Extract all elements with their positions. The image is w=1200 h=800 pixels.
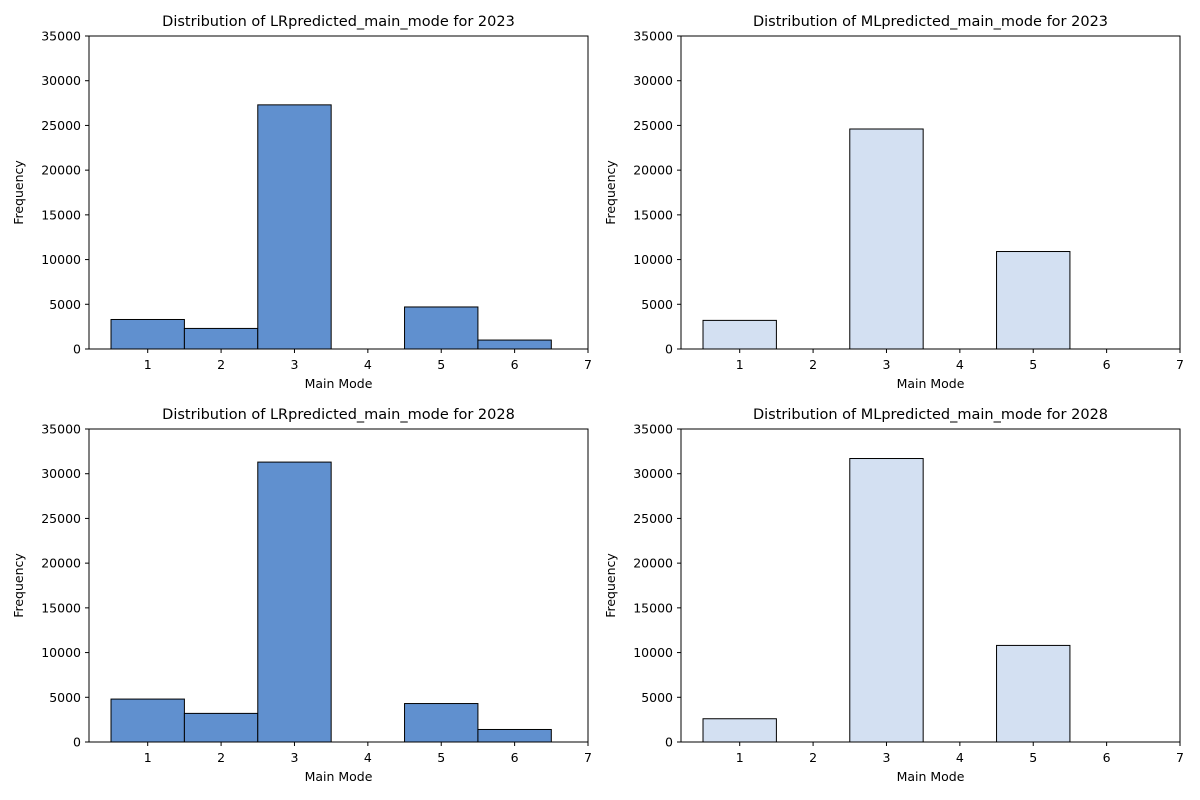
x-tick-label: 2 — [217, 750, 225, 765]
y-tick-label: 0 — [73, 342, 81, 357]
plot-frame — [680, 428, 1181, 743]
y-tick-label: 5000 — [641, 690, 673, 705]
x-axis-label: Main Mode — [305, 769, 373, 784]
y-tick-label: 5000 — [641, 297, 673, 312]
y-tick-label: 30000 — [633, 73, 673, 88]
x-tick-label: 7 — [584, 357, 592, 372]
y-tick-label: 25000 — [633, 118, 673, 133]
y-tick-label: 20000 — [41, 556, 81, 571]
x-axis-label: Main Mode — [897, 769, 965, 784]
chart-panel-2: 1 2 3 4 5 6 7 0 5000 10000 15000 20000 25000 30000 350… — [603, 14, 1184, 391]
y-tick-label: 10000 — [633, 645, 673, 660]
bar-mode-2 — [183, 712, 259, 743]
chart-title: Distribution of MLpredicted_main_mode fo… — [753, 14, 1108, 30]
plot-frame — [680, 35, 1181, 350]
x-tick-label: 3 — [882, 357, 890, 372]
x-tick-label: 2 — [809, 750, 817, 765]
y-tick-label: 30000 — [633, 466, 673, 481]
x-tick-label: 7 — [1176, 750, 1184, 765]
x-tick-label: 3 — [882, 750, 890, 765]
y-axis-label: Frequency — [11, 160, 26, 225]
y-tick-label: 35000 — [633, 29, 673, 44]
x-tick-label: 4 — [364, 750, 372, 765]
y-tick-label: 25000 — [41, 118, 81, 133]
x-tick-label: 5 — [437, 750, 445, 765]
bar-mode-5 — [996, 644, 1071, 743]
chart-title: Distribution of MLpredicted_main_mode fo… — [753, 407, 1108, 423]
x-tick-label: 3 — [290, 750, 298, 765]
x-tick-label: 4 — [956, 750, 964, 765]
x-tick-label: 5 — [437, 357, 445, 372]
plot-frame — [88, 35, 589, 350]
chart-panel-4: 1 2 3 4 5 6 7 0 5000 10000 15000 20000 25000 30000 350… — [603, 407, 1184, 784]
chart-panel-3: 1 2 3 4 5 6 7 0 5000 10000 15000 20000 25000 30000 350… — [11, 407, 592, 784]
bar-mode-5 — [404, 306, 479, 350]
bar-mode-1 — [110, 698, 185, 743]
y-tick-label: 10000 — [41, 252, 81, 267]
x-tick-label: 6 — [511, 357, 519, 372]
y-axis-label: Frequency — [11, 553, 26, 618]
y-tick-label: 10000 — [633, 252, 673, 267]
bar-mode-5 — [996, 251, 1071, 350]
y-tick-label: 35000 — [41, 422, 81, 437]
y-tick-label: 5000 — [49, 297, 81, 312]
x-tick-label: 1 — [736, 357, 744, 372]
x-tick-label: 4 — [364, 357, 372, 372]
bar-mode-5 — [404, 703, 479, 743]
y-tick-label: 20000 — [633, 163, 673, 178]
y-tick-label: 25000 — [633, 511, 673, 526]
x-tick-label: 1 — [144, 357, 152, 372]
bar-mode-6 — [477, 339, 552, 350]
x-tick-label: 6 — [511, 750, 519, 765]
bar-mode-3 — [849, 458, 924, 743]
bar-mode-1 — [110, 318, 185, 350]
x-tick-label: 2 — [217, 357, 225, 372]
y-tick-label: 25000 — [41, 511, 81, 526]
chart-title: Distribution of LRpredicted_main_mode fo… — [162, 14, 515, 30]
y-tick-label: 5000 — [49, 690, 81, 705]
plot-frame — [88, 428, 589, 743]
x-tick-label: 7 — [584, 750, 592, 765]
y-tick-label: 30000 — [41, 73, 81, 88]
x-tick-label: 6 — [1103, 750, 1111, 765]
bar-mode-3 — [257, 104, 332, 350]
y-tick-label: 35000 — [41, 29, 81, 44]
y-tick-label: 20000 — [633, 556, 673, 571]
y-tick-label: 15000 — [633, 207, 673, 222]
x-tick-label: 1 — [144, 750, 152, 765]
y-tick-label: 0 — [665, 342, 673, 357]
bar-mode-3 — [849, 128, 924, 350]
y-tick-label: 0 — [73, 735, 81, 750]
y-tick-label: 15000 — [41, 600, 81, 615]
y-tick-label: 20000 — [41, 163, 81, 178]
x-tick-label: 7 — [1176, 357, 1184, 372]
bar-mode-1 — [702, 319, 777, 350]
y-tick-label: 35000 — [633, 422, 673, 437]
y-axis-label: Frequency — [603, 553, 618, 618]
bar-mode-1 — [702, 718, 777, 743]
bar-mode-6 — [477, 728, 552, 743]
x-axis-label: Main Mode — [305, 376, 373, 391]
x-tick-label: 2 — [809, 357, 817, 372]
y-tick-label: 30000 — [41, 466, 81, 481]
bar-mode-3 — [257, 461, 332, 743]
x-tick-label: 6 — [1103, 357, 1111, 372]
y-tick-label: 15000 — [41, 207, 81, 222]
x-tick-label: 1 — [736, 750, 744, 765]
y-tick-label: 0 — [665, 735, 673, 750]
x-tick-label: 5 — [1029, 750, 1037, 765]
y-tick-label: 15000 — [633, 600, 673, 615]
x-axis-label: Main Mode — [897, 376, 965, 391]
chart-title: Distribution of LRpredicted_main_mode fo… — [162, 407, 515, 423]
x-tick-label: 4 — [956, 357, 964, 372]
x-tick-label: 5 — [1029, 357, 1037, 372]
chart-panel-1: 1 2 3 4 5 6 7 0 5000 10000 15000 20000 25000 30000 350… — [11, 14, 592, 391]
y-axis-label: Frequency — [603, 160, 618, 225]
bar-mode-2 — [183, 327, 259, 350]
x-tick-label: 3 — [290, 357, 298, 372]
y-tick-label: 10000 — [41, 645, 81, 660]
